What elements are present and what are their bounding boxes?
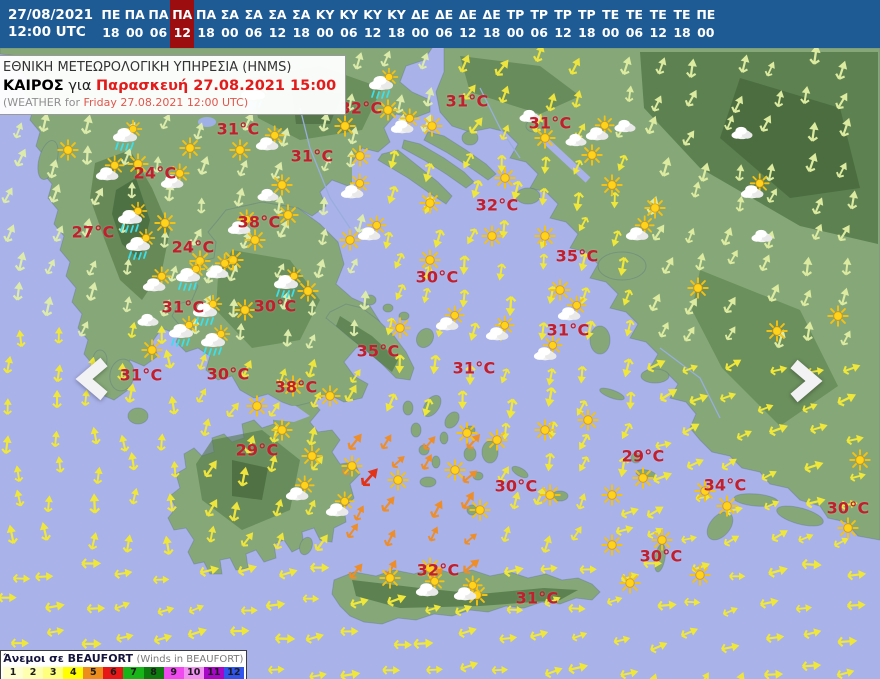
island — [402, 400, 414, 416]
timeline-step[interactable]: ΤΕ 06 — [625, 7, 644, 40]
beaufort-scale-cell: 5 — [83, 667, 104, 679]
beaufort-scale-cell: 4 — [63, 667, 84, 679]
timeline-step[interactable]: ΤΡ 18 — [577, 7, 596, 40]
timeline-step[interactable]: ΠΑ 12 — [170, 0, 195, 48]
prev-frame-button[interactable] — [72, 356, 114, 402]
island — [419, 476, 437, 488]
timeline-step[interactable]: ΔΕ 00 — [411, 7, 430, 40]
timeline-bar: 27/08/2021 12:00 UTC ΠΕ 18 ΠΑ 00 ΠΑ 06 ΠΑ 12 ΠΑ 1… — [0, 0, 880, 48]
island — [525, 119, 543, 133]
island — [589, 325, 611, 355]
next-frame-button[interactable] — [784, 358, 826, 404]
island — [511, 465, 529, 479]
beaufort-scale-cell: 12 — [223, 667, 244, 679]
timeline-steps: ΠΕ 18 ΠΑ 00 ΠΑ 06 ΠΑ 12 ΠΑ 18 ΣΑ 00 ΣΑ 06 ΣΑ 12 ΣΑ 18 ΚΥ 00… — [99, 0, 718, 48]
beaufort-legend: Άνεμοι σε BEAUFORT (Winds in BEAUFORT) 1… — [0, 650, 247, 679]
timeline-step[interactable]: ΤΡ 06 — [530, 7, 549, 40]
timeline-step[interactable]: ΤΡ 12 — [554, 7, 572, 40]
forecast-datetime: Παρασκευή 27.08.2021 15:00 — [95, 77, 337, 94]
map-canvas: 31°C 32°C 31°C 31°C 24°C 31°C 27°C 38°C 32°C 24°C… — [0, 43, 880, 679]
timeline-step[interactable]: ΚΥ 18 — [387, 7, 406, 40]
chevron-left-icon — [75, 357, 108, 401]
base-map — [0, 48, 880, 679]
timeline-step[interactable]: ΔΕ 18 — [482, 7, 501, 40]
timeline-step[interactable]: ΚΥ 00 — [315, 7, 335, 40]
timeline-step[interactable]: ΚΥ 12 — [363, 7, 383, 40]
island — [466, 504, 478, 516]
beaufort-scale-cell: 7 — [123, 667, 144, 679]
forecast-title-label: ΚΑΙΡΟΣ — [3, 77, 64, 94]
island — [597, 251, 647, 281]
forecast-title: ΚΑΙΡΟΣ για Παρασκευή 27.08.2021 15:00 — [3, 77, 337, 94]
beaufort-scale-cell: 6 — [103, 667, 124, 679]
land-chalkidiki — [423, 131, 497, 181]
island — [464, 425, 476, 435]
timeline-step[interactable]: ΠΕ 00 — [696, 7, 716, 40]
beaufort-scale-cell: 11 — [203, 667, 224, 679]
island — [299, 536, 313, 556]
land-chalkidiki — [401, 139, 475, 189]
beaufort-scale: 1 2 3 4 5 6 7 8 9 10 11 12 — [3, 667, 244, 679]
beaufort-scale-cell: 8 — [143, 667, 164, 679]
timeline-step[interactable]: ΣΑ 12 — [268, 7, 287, 40]
timeline-step[interactable]: ΠΑ 06 — [148, 7, 169, 40]
island — [431, 455, 441, 469]
island — [410, 422, 422, 438]
forecast-info-box: ΕΘΝΙΚΗ ΜΕΤΕΩΡΟΛΟΓΙΚΗ ΥΠΗΡΕΣΙΑ (HNMS) ΚΑΙ… — [0, 55, 346, 116]
timeline-time-value: 12:00 UTC — [8, 23, 86, 40]
island — [551, 490, 569, 502]
timeline-step[interactable]: ΣΑ 00 — [220, 7, 239, 40]
island — [630, 452, 642, 464]
timeline-step[interactable]: ΣΑ 06 — [244, 7, 263, 40]
timeline-step[interactable]: ΠΑ 00 — [124, 7, 145, 40]
timeline-step[interactable]: ΤΡ 00 — [506, 7, 525, 40]
timeline-step[interactable]: ΠΑ 18 — [196, 7, 217, 40]
timeline-step[interactable]: ΤΕ 18 — [673, 7, 691, 40]
island — [439, 431, 449, 445]
beaufort-scale-cell: 9 — [163, 667, 184, 679]
island — [363, 294, 377, 306]
beaufort-legend-title: Άνεμοι σε BEAUFORT (Winds in BEAUFORT) — [3, 652, 244, 665]
timeline-step[interactable]: ΚΥ 06 — [339, 7, 359, 40]
island — [472, 471, 484, 481]
island — [418, 444, 430, 456]
agency-title: ΕΘΝΙΚΗ ΜΕΤΕΩΡΟΛΟΓΙΚΗ ΥΠΗΡΕΣΙΑ (HNMS) — [3, 60, 292, 75]
forecast-datetime-en: Friday 27.08.2021 12:00 UTC) — [83, 96, 249, 110]
island — [382, 303, 394, 313]
island — [461, 130, 479, 146]
island — [776, 505, 824, 527]
island — [640, 368, 670, 384]
island — [515, 187, 541, 205]
beaufort-scale-cell: 2 — [23, 667, 44, 679]
timeline-date: 27/08/2021 12:00 UTC — [8, 0, 93, 48]
island — [127, 407, 149, 425]
forecast-subtitle: (WEATHER for Friday 27.08.2021 12:00 UTC… — [3, 96, 249, 110]
timeline-step[interactable]: ΔΕ 12 — [458, 7, 477, 40]
island — [481, 440, 499, 464]
island — [415, 327, 435, 349]
timeline-step[interactable]: ΤΕ 12 — [649, 7, 667, 40]
island — [463, 446, 477, 462]
timeline-step[interactable]: ΤΕ 00 — [601, 7, 620, 40]
timeline-step[interactable]: ΣΑ 18 — [292, 7, 311, 40]
island — [599, 387, 625, 401]
beaufort-scale-cell: 1 — [3, 667, 24, 679]
timeline-step[interactable]: ΔΕ 06 — [434, 7, 454, 40]
beaufort-scale-cell: 10 — [183, 667, 204, 679]
beaufort-scale-cell: 3 — [43, 667, 64, 679]
timeline-date-value: 27/08/2021 — [8, 7, 94, 23]
timeline-step[interactable]: ΠΕ 18 — [101, 7, 121, 40]
island — [398, 311, 410, 321]
chevron-right-icon — [790, 359, 823, 403]
